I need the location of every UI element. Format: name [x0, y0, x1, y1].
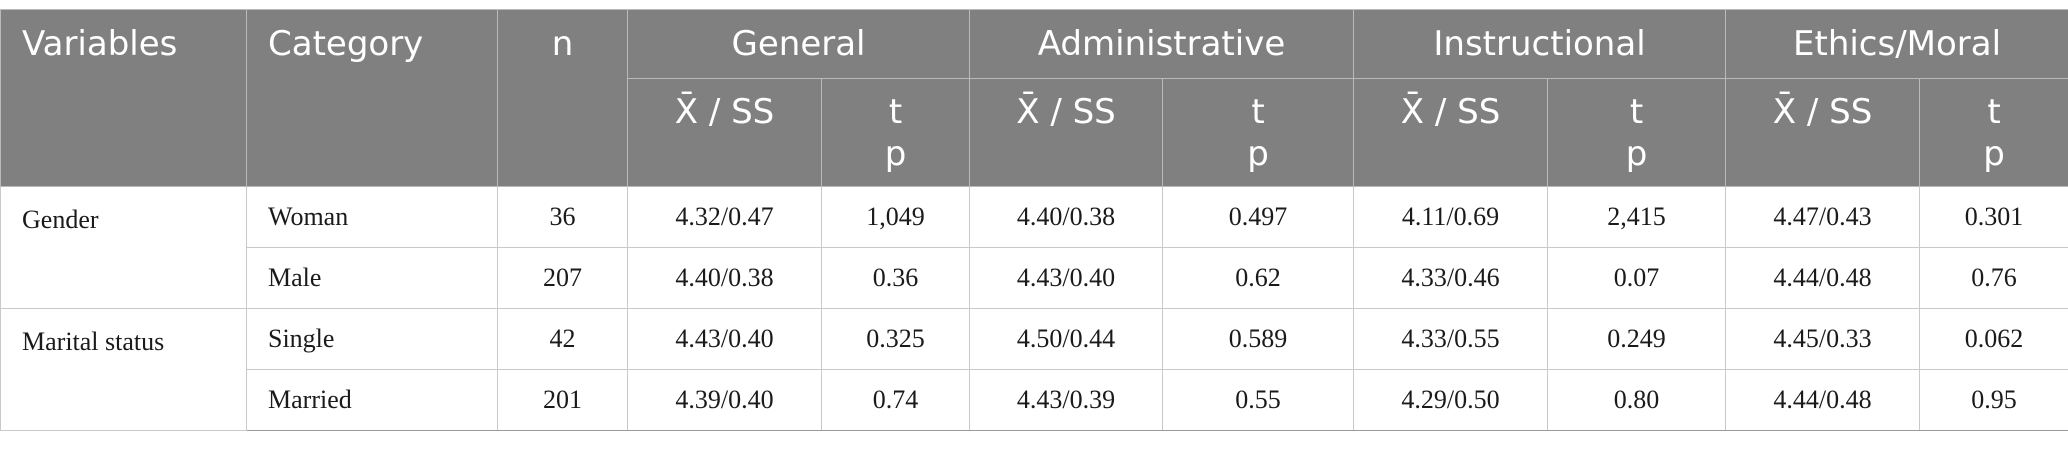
variable-cell: Gender: [0, 186, 247, 309]
table-row: Gender Woman 36 4.32/0.47 1,049 4.40/0.3…: [0, 186, 2068, 309]
category-cell: Male: [246, 247, 498, 309]
header-group-administrative: Administrative: [968, 9, 1355, 79]
category-cell: Single: [246, 308, 498, 370]
table-row: Male 207 4.40/0.38 0.36 4.43/0.40 0.62 4…: [1, 247, 2068, 309]
n-cell: 42: [497, 308, 628, 370]
header-n: n: [497, 9, 628, 187]
admin-t-p-cell: 0.62: [1161, 247, 1355, 309]
header-group-instructional: Instructional: [1353, 9, 1727, 79]
admin-mean-sd-cell: 4.43/0.39: [969, 369, 1163, 431]
admin-t-p-cell: 0.55: [1161, 369, 1355, 431]
general-t-p-cell: 1,049: [821, 186, 970, 248]
instr-t-p-cell: 0.249: [1547, 308, 1727, 370]
general-mean-sd-cell: 4.43/0.40: [627, 308, 822, 370]
instr-mean-sd-cell: 4.29/0.50: [1353, 369, 1549, 431]
admin-mean-sd-cell: 4.40/0.38: [969, 186, 1163, 248]
admin-t-p-cell: 0.589: [1161, 308, 1355, 370]
header-general-mean-sd: X̄ / SS: [627, 78, 822, 187]
admin-t-p-cell: 0.497: [1161, 186, 1355, 248]
table-row: Marital status Single 42 4.43/0.40 0.325…: [0, 308, 2068, 431]
instr-t-p-cell: 2,415: [1547, 186, 1727, 248]
instr-mean-sd-cell: 4.33/0.46: [1353, 247, 1549, 309]
category-cell: Woman: [246, 186, 498, 248]
n-cell: 36: [497, 186, 628, 248]
ethics-t-p-cell: 0.301: [1919, 186, 2068, 248]
general-mean-sd-cell: 4.40/0.38: [627, 247, 822, 309]
header-category: Category: [246, 9, 498, 187]
ethics-mean-sd-cell: 4.44/0.48: [1725, 369, 1921, 431]
n-cell: 201: [497, 369, 628, 431]
general-t-p-cell: 0.36: [821, 247, 970, 309]
admin-mean-sd-cell: 4.50/0.44: [969, 308, 1163, 370]
n-cell: 207: [497, 247, 628, 309]
general-mean-sd-cell: 4.32/0.47: [627, 186, 822, 248]
ethics-mean-sd-cell: 4.44/0.48: [1725, 247, 1921, 309]
instr-mean-sd-cell: 4.11/0.69: [1353, 186, 1549, 248]
ethics-t-p-cell: 0.76: [1919, 247, 2068, 309]
statistics-table: Variables Category n General Administrat…: [0, 9, 2068, 431]
admin-mean-sd-cell: 4.43/0.40: [969, 247, 1163, 309]
table-row: Married 201 4.39/0.40 0.74 4.43/0.39 0.5…: [1, 369, 2068, 431]
header-instr-mean-sd: X̄ / SS: [1353, 78, 1549, 187]
ethics-t-p-cell: 0.062: [1919, 308, 2068, 370]
header-admin-mean-sd: X̄ / SS: [969, 78, 1163, 187]
header-variables: Variables: [0, 9, 247, 187]
general-mean-sd-cell: 4.39/0.40: [627, 369, 822, 431]
general-t-p-cell: 0.74: [821, 369, 970, 431]
ethics-t-p-cell: 0.95: [1919, 369, 2068, 431]
general-t-p-cell: 0.325: [821, 308, 970, 370]
instr-t-p-cell: 0.07: [1547, 247, 1727, 309]
ethics-mean-sd-cell: 4.47/0.43: [1725, 186, 1921, 248]
variable-cell: Marital status: [0, 308, 247, 431]
category-cell: Married: [246, 369, 498, 431]
ethics-mean-sd-cell: 4.45/0.33: [1725, 308, 1921, 370]
header-ethics-mean-sd: X̄ / SS: [1725, 78, 1921, 187]
instr-t-p-cell: 0.80: [1547, 369, 1727, 431]
instr-mean-sd-cell: 4.33/0.55: [1353, 308, 1549, 370]
header-group-general: General: [627, 9, 970, 79]
header-group-ethics-moral: Ethics/Moral: [1725, 9, 2068, 79]
